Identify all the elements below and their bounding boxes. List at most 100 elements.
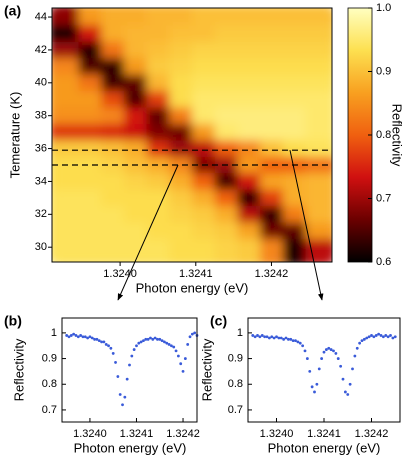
heatmap-cell — [305, 123, 332, 141]
heatmap-cell — [282, 189, 307, 207]
axes-frame — [247, 317, 401, 423]
data-point — [65, 334, 69, 337]
heatmap-cell — [146, 206, 170, 224]
heatmap-cell — [169, 173, 193, 191]
heatmap-cell — [52, 58, 79, 76]
data-point — [327, 346, 331, 350]
heatmap-cell — [123, 173, 148, 191]
heatmap-cell — [146, 140, 170, 158]
y-tick-label: 0.9 — [228, 352, 243, 364]
data-point — [339, 364, 343, 368]
data-point — [265, 335, 269, 339]
heatmap-cell — [214, 91, 238, 108]
heatmap-cell — [305, 74, 332, 92]
data-point — [137, 341, 141, 345]
heatmap-cell — [169, 189, 193, 207]
heatmap-cell — [101, 222, 125, 240]
data-point — [74, 334, 78, 337]
heatmap-cell — [192, 74, 216, 92]
heatmap-cell — [305, 238, 332, 262]
heatmap-cell — [237, 189, 261, 207]
data-point — [322, 350, 326, 354]
data-point — [183, 357, 187, 360]
heatmap-cell — [101, 173, 125, 191]
heatmap-cell — [123, 238, 148, 262]
heatmap-cell — [101, 107, 125, 125]
data-point — [379, 334, 383, 337]
data-point — [123, 395, 127, 399]
heatmap-cell — [260, 156, 284, 174]
heatmap-cell — [214, 123, 238, 141]
data-point — [121, 403, 124, 407]
data-point — [72, 332, 76, 336]
y-tick-label: 32 — [35, 208, 47, 220]
y-tick-label: 40 — [35, 77, 47, 89]
data-point — [193, 331, 197, 335]
data-point — [109, 346, 113, 350]
heatmap-cell — [192, 8, 216, 26]
heatmap-cell — [260, 140, 284, 158]
data-point — [263, 335, 267, 339]
heatmap-cell — [78, 206, 102, 224]
data-point — [174, 349, 178, 353]
heatmap-cell — [78, 25, 102, 43]
data-point — [313, 390, 316, 394]
heatmap-cell — [169, 25, 193, 43]
heatmap-cell — [214, 189, 238, 207]
heatmap-cell — [52, 74, 79, 92]
axes-frame — [61, 317, 198, 423]
heatmap-cell — [78, 8, 102, 26]
data-point — [111, 352, 115, 355]
heatmap-cell — [123, 107, 148, 125]
heatmap-cell — [192, 173, 216, 191]
heatmap-cell — [260, 58, 284, 76]
heatmap-cell — [146, 238, 170, 262]
heatmap-cell — [78, 123, 102, 141]
heatmap-cell — [123, 123, 148, 141]
y-tick-label: 0.7 — [228, 404, 243, 416]
data-point — [296, 340, 300, 344]
data-point — [343, 390, 347, 394]
x-tick-label: 1.3240 — [73, 428, 107, 440]
heatmap-cell — [52, 222, 79, 240]
heatmap-cell — [123, 140, 148, 158]
data-point — [258, 335, 262, 339]
data-point — [116, 375, 120, 378]
x-tick-label: 1.3242 — [355, 428, 389, 440]
data-point — [83, 335, 87, 339]
x-tick-label: 1.3241 — [120, 428, 154, 440]
heatmap-cell — [78, 173, 102, 191]
heatmap-cell — [101, 8, 125, 26]
heatmap-cell — [192, 41, 216, 59]
panel-label: (b) — [4, 313, 22, 329]
heatmap-cell — [282, 222, 307, 240]
data-point — [90, 336, 94, 340]
heatmap-cell — [78, 58, 102, 76]
data-point — [348, 382, 352, 386]
heatmap-cell — [260, 222, 284, 240]
heatmap-cell — [305, 8, 332, 26]
data-point — [69, 334, 73, 337]
colorbar-tick-label: 0.6 — [376, 256, 391, 268]
heatmap-cell — [52, 107, 79, 125]
heatmap-cell — [237, 41, 261, 59]
colorbar-tick-label: 0.7 — [376, 192, 391, 204]
data-point — [190, 332, 194, 336]
heatmap-cell — [305, 25, 332, 43]
heatmap-cell — [260, 74, 284, 92]
data-point — [289, 337, 293, 341]
heatmap-cell — [146, 8, 170, 26]
data-point — [391, 336, 395, 340]
data-point — [153, 336, 157, 340]
x-axis-label: Photon energy (eV) — [268, 440, 381, 455]
data-point — [315, 382, 319, 386]
heatmap-cell — [101, 25, 125, 43]
panel-label: (a) — [4, 3, 21, 19]
heatmap-cell — [78, 91, 102, 108]
data-point — [260, 334, 264, 337]
data-point — [334, 352, 338, 355]
data-point — [102, 340, 106, 344]
heatmap-cell — [237, 74, 261, 92]
heatmap-cell — [282, 25, 307, 43]
